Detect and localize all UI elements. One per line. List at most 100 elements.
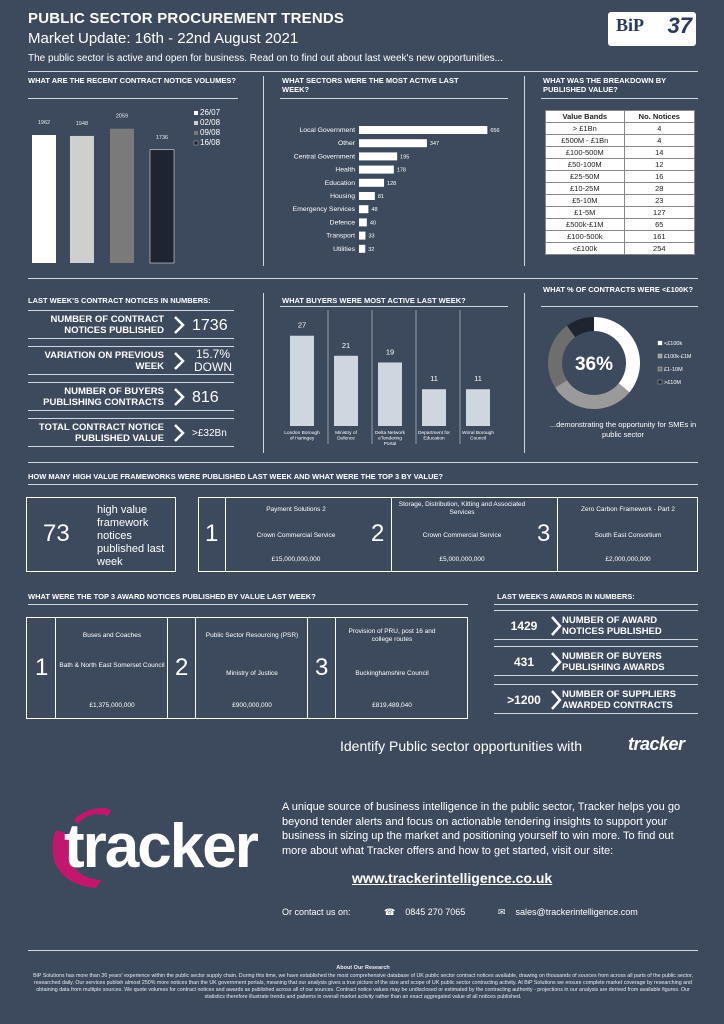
award-name: Public Sector Resourcing (PSR) <box>205 632 299 639</box>
volume-bar <box>149 149 175 264</box>
sector-bar <box>359 205 369 214</box>
buyer-value: 27 <box>298 321 306 330</box>
framework-name: Storage, Distribution, Kitting and Assoc… <box>398 501 526 516</box>
sector-value: 81 <box>378 194 384 200</box>
divider <box>28 950 698 951</box>
divider <box>541 306 698 307</box>
donut-slice <box>555 380 630 409</box>
legend-label: 26/07 <box>200 108 221 117</box>
band-cell: £1-5M <box>545 206 625 219</box>
legend-swatch <box>657 353 663 359</box>
stat-row: TOTAL CONTRACT NOTICE PUBLISHED VALUE >£3… <box>28 418 234 447</box>
table-row: £25-50M 16 <box>545 170 696 183</box>
volume-bar <box>110 128 134 263</box>
table-row: £5-10M 23 <box>545 194 696 207</box>
divider <box>55 618 56 718</box>
sector-label: Other <box>338 140 356 147</box>
mail-icon: ✉ <box>498 907 506 917</box>
legend-swatch <box>194 131 198 135</box>
stat-value: 1736 <box>192 317 228 334</box>
legend-label: <£100k <box>664 341 682 347</box>
sector-label: Housing <box>330 193 355 200</box>
buyer-bar <box>466 389 490 426</box>
buyer-value: 19 <box>386 347 394 356</box>
divider <box>335 618 336 718</box>
buyer-bar-chart: 27 London Borough of Haringey 21 Ministry of… <box>284 310 494 446</box>
framework-count-box: 73 high value framework notices publishe… <box>26 497 176 572</box>
page-subtitle: Market Update: 16th - 22nd August 2021 <box>28 30 299 47</box>
award-value: £819,489,040 <box>372 702 412 709</box>
sector-value: 656 <box>490 128 499 134</box>
identify-text: Identify Public sector opportunities wit… <box>340 738 583 754</box>
sector-value: 178 <box>397 168 406 174</box>
phone-icon: ☎ <box>384 907 396 917</box>
table-row: £1-5M 127 <box>545 206 696 219</box>
sector-label: Central Government <box>294 153 355 160</box>
sector-bar <box>359 231 366 240</box>
divider <box>263 76 264 266</box>
framework-count-text: high value framework notices published l… <box>97 504 165 568</box>
count-cell: 4 <box>623 122 696 135</box>
volume-value-label: 1962 <box>38 120 50 126</box>
email-contact[interactable]: ✉ sales@trackerintelligence.com <box>498 907 638 917</box>
tracker-url-link[interactable]: www.trackerintelligence.co.uk <box>352 870 553 886</box>
band-cell: £100-500M <box>545 146 625 159</box>
divider <box>28 71 698 72</box>
volume-value-label: 1948 <box>76 121 88 127</box>
tracker-blurb: A unique source of business intelligence… <box>282 801 681 857</box>
count-cell: 14 <box>623 146 696 159</box>
award-stat-row: 1429 NUMBER OF AWARD NOTICES PUBLISHED <box>494 610 698 640</box>
footer-text: BiP Solutions has more than 36 years' ex… <box>33 973 693 1000</box>
awards-title: WHAT WERE THE TOP 3 AWARD NOTICES PUBLIS… <box>28 592 316 601</box>
legend-label: 02/08 <box>200 118 221 127</box>
buyer-bar <box>290 335 314 426</box>
divider <box>524 76 525 266</box>
buyer-value: 21 <box>342 341 350 350</box>
framework-value: £5,000,000,000 <box>439 556 485 563</box>
sector-value: 48 <box>371 207 377 213</box>
buyer-value: 11 <box>474 374 482 383</box>
count-cell: 254 <box>623 242 696 255</box>
award-stat-value: 1429 <box>510 619 538 633</box>
legend-label: 09/08 <box>200 128 221 137</box>
divider <box>557 498 558 571</box>
phone-contact[interactable]: ☎ 0845 270 7065 <box>384 907 466 917</box>
column-header: No. Notices <box>623 110 696 123</box>
framework-count: 73 <box>43 520 70 547</box>
volume-bar <box>70 135 94 263</box>
divider <box>28 98 238 99</box>
years-badge: 37 <box>667 13 692 38</box>
contact-label: Or contact us on: <box>282 907 351 917</box>
award-stat-label: NUMBER OF BUYERS PUBLISHING AWARDS <box>562 651 665 673</box>
band-cell: £100-500k <box>545 230 625 243</box>
divider <box>263 293 264 453</box>
sector-value: 33 <box>368 234 374 240</box>
chevron-right-icon <box>174 388 185 406</box>
donut-slice <box>548 325 576 388</box>
sector-bar-chart: Local Government 656 Other 347 Central Gover… <box>293 126 500 253</box>
sectors-title: WHAT SECTORS WERE THE MOST ACTIVE LAST W… <box>282 76 459 94</box>
sector-bar <box>359 244 366 253</box>
divider <box>280 306 508 307</box>
rank-number: 2 <box>175 654 189 681</box>
award-stat-value: 431 <box>513 655 535 669</box>
award-stat-label: NUMBER OF SUPPLIERS AWARDED CONTRACTS <box>562 689 677 711</box>
contracts-donut-chart: 36% <£100k £100k-£1M £1-10M >£10M <box>548 317 692 409</box>
sector-value: 347 <box>430 141 439 147</box>
divider <box>307 618 308 718</box>
count-cell: 12 <box>623 158 696 171</box>
award-buyer: Ministry of Justice <box>226 670 278 677</box>
sector-label: Utilities <box>333 246 356 253</box>
divider <box>391 498 392 571</box>
award-value: £900,000,000 <box>232 702 272 709</box>
award-buyer: Bath & North East Somerset Council <box>59 662 165 669</box>
award-name: Buses and Coaches <box>82 632 142 639</box>
sector-label: Local Government <box>299 127 355 134</box>
divider <box>541 98 698 99</box>
framework-buyer: South East Consortium <box>594 532 662 539</box>
count-cell: 4 <box>623 134 696 147</box>
sector-bar <box>359 165 394 174</box>
chevron-right-icon <box>174 424 185 442</box>
buyer-label: Department for Education <box>418 430 450 442</box>
chevron-right-icon <box>174 352 185 370</box>
